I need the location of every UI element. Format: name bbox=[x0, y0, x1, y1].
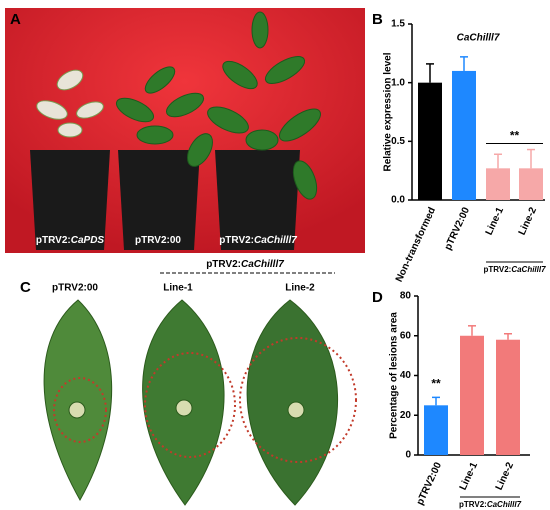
photo-caption: pTRV2:CaChilll7 bbox=[219, 235, 297, 246]
leaf-caption: Line-2 bbox=[285, 283, 315, 294]
y-axis-label: Percentage of lesions area bbox=[389, 312, 400, 439]
x-tick-label: Line-2 bbox=[494, 460, 517, 492]
error-bar bbox=[527, 148, 535, 169]
error-bar bbox=[494, 153, 502, 169]
bar bbox=[486, 168, 510, 200]
panel-label: B bbox=[372, 11, 383, 28]
leaf-caption: Line-1 bbox=[163, 283, 193, 294]
y-tick-label: 80 bbox=[400, 291, 412, 302]
x-tick-label: Line-1 bbox=[458, 460, 481, 492]
y-tick-label: 0.5 bbox=[391, 136, 405, 147]
x-tick-label: pTRV2:00 bbox=[443, 205, 473, 252]
error-bar bbox=[504, 333, 512, 340]
x-tick-label: Non-transformed bbox=[394, 206, 438, 284]
bar bbox=[452, 70, 476, 200]
chart-title: CaChilll7 bbox=[457, 33, 500, 44]
leaf-caption: pTRV2:00 bbox=[52, 283, 98, 294]
annotation: ** bbox=[431, 377, 441, 391]
bar bbox=[496, 339, 520, 455]
group-label-prefix: pTRV2: bbox=[483, 265, 511, 274]
y-tick-label: 0.0 bbox=[391, 195, 405, 206]
error-bar bbox=[460, 56, 468, 71]
y-axis-label: Relative expression level bbox=[383, 52, 394, 171]
plant-photo bbox=[5, 8, 365, 253]
leaf-photos bbox=[43, 299, 357, 506]
x-tick-label: pTRV2:00 bbox=[415, 460, 445, 507]
error-bar bbox=[426, 63, 434, 83]
group-label-gene: CaChilll7 bbox=[487, 500, 522, 509]
bar bbox=[424, 405, 448, 455]
y-tick-label: 1.5 bbox=[391, 19, 405, 30]
y-tick-label: 40 bbox=[400, 370, 412, 381]
y-tick-label: 60 bbox=[400, 330, 412, 341]
error-bar bbox=[432, 396, 440, 406]
y-tick-label: 20 bbox=[400, 410, 412, 421]
panel-label: C bbox=[20, 279, 31, 296]
x-tick-label: Line-2 bbox=[517, 205, 540, 237]
panel-label: D bbox=[372, 289, 383, 306]
bar bbox=[519, 168, 543, 200]
bar bbox=[460, 335, 484, 455]
x-tick-label: Line-1 bbox=[484, 205, 507, 237]
group-label: pTRV2:CaChilll7 bbox=[206, 259, 284, 270]
group-label: pTRV2:CaChilll7 bbox=[459, 500, 522, 509]
y-tick-label: 0 bbox=[405, 450, 411, 461]
annotation: ** bbox=[510, 129, 520, 143]
group-label: pTRV2:CaChilll7 bbox=[483, 265, 546, 274]
error-bar bbox=[468, 325, 476, 336]
group-label-prefix: pTRV2: bbox=[459, 500, 487, 509]
bar bbox=[418, 82, 442, 200]
group-label-gene: CaChilll7 bbox=[511, 265, 546, 274]
panel-label: A bbox=[10, 11, 21, 28]
photo-caption: pTRV2:CaPDS bbox=[36, 235, 105, 246]
y-tick-label: 1.0 bbox=[391, 77, 405, 88]
photo-caption: pTRV2:00 bbox=[135, 235, 181, 246]
